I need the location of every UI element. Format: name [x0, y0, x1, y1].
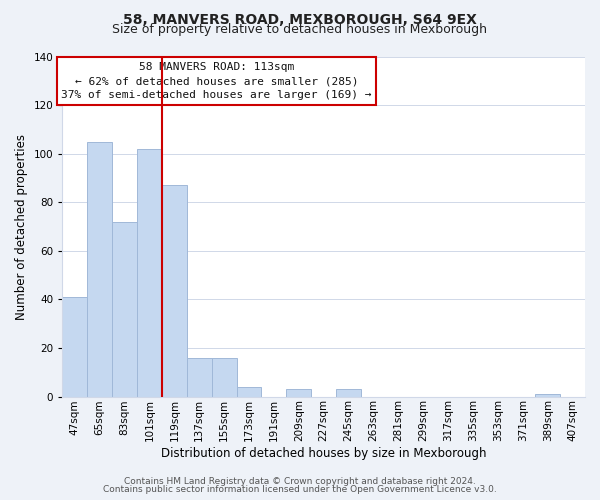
Bar	[187, 358, 212, 397]
Bar	[137, 149, 162, 396]
Y-axis label: Number of detached properties: Number of detached properties	[15, 134, 28, 320]
Bar	[336, 390, 361, 396]
Bar	[535, 394, 560, 396]
X-axis label: Distribution of detached houses by size in Mexborough: Distribution of detached houses by size …	[161, 447, 487, 460]
Bar	[62, 297, 87, 396]
Bar	[112, 222, 137, 396]
Bar	[236, 387, 262, 396]
Text: 58, MANVERS ROAD, MEXBOROUGH, S64 9EX: 58, MANVERS ROAD, MEXBOROUGH, S64 9EX	[123, 12, 477, 26]
Text: Contains HM Land Registry data © Crown copyright and database right 2024.: Contains HM Land Registry data © Crown c…	[124, 477, 476, 486]
Bar	[87, 142, 112, 396]
Bar	[162, 185, 187, 396]
Text: Size of property relative to detached houses in Mexborough: Size of property relative to detached ho…	[113, 22, 487, 36]
Bar	[212, 358, 236, 397]
Bar	[286, 390, 311, 396]
Text: Contains public sector information licensed under the Open Government Licence v3: Contains public sector information licen…	[103, 484, 497, 494]
Text: 58 MANVERS ROAD: 113sqm
← 62% of detached houses are smaller (285)
37% of semi-d: 58 MANVERS ROAD: 113sqm ← 62% of detache…	[61, 62, 372, 100]
